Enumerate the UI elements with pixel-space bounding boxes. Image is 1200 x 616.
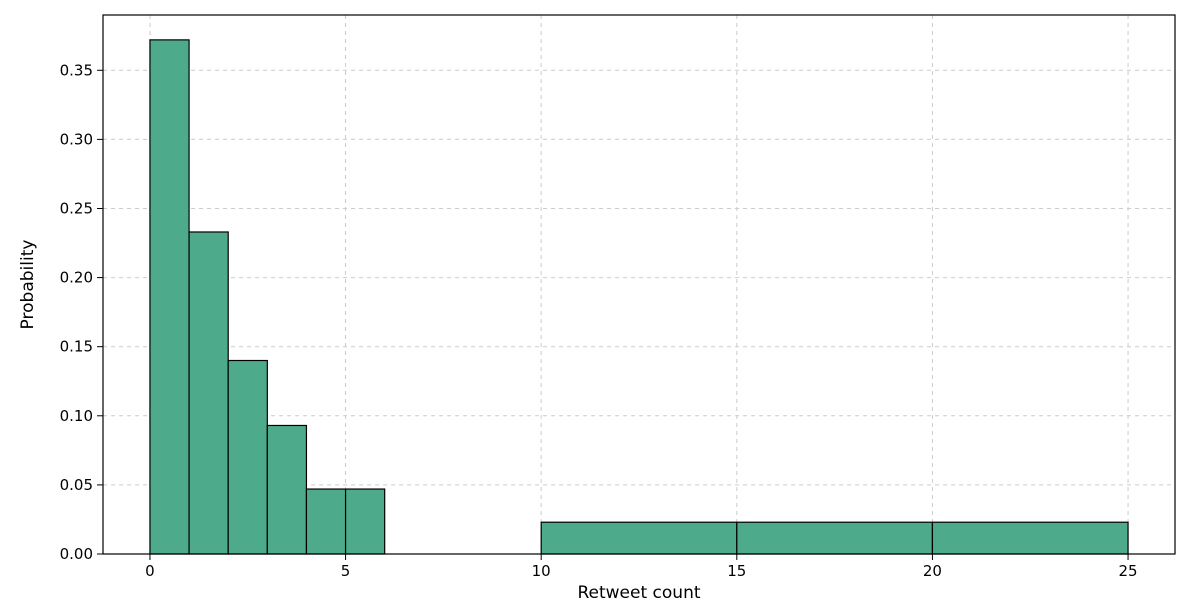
y-tick-label: 0.10 bbox=[60, 407, 93, 425]
histogram-bar bbox=[306, 489, 345, 554]
histogram-bar bbox=[346, 489, 385, 554]
histogram-bar bbox=[267, 425, 306, 554]
y-tick-label: 0.30 bbox=[60, 130, 93, 148]
x-tick-label: 15 bbox=[727, 562, 746, 580]
histogram-bar bbox=[189, 232, 228, 554]
histogram-bar bbox=[541, 522, 737, 554]
x-tick-label: 0 bbox=[145, 562, 155, 580]
x-tick-label: 20 bbox=[923, 562, 942, 580]
histogram-bar bbox=[932, 522, 1128, 554]
y-tick-label: 0.15 bbox=[60, 338, 93, 356]
x-tick-label: 25 bbox=[1119, 562, 1138, 580]
y-tick-label: 0.00 bbox=[60, 545, 93, 563]
x-axis-label: Retweet count bbox=[577, 583, 700, 603]
y-tick-label: 0.35 bbox=[60, 61, 93, 79]
chart-svg: 0 5 10 15 20 25 0.00 0.05 0.10 0.15 0.20 0.25 0.30 0.… bbox=[0, 0, 1200, 616]
x-tick-label: 5 bbox=[341, 562, 351, 580]
y-axis-label: Probability bbox=[18, 240, 38, 330]
x-tick-label: 10 bbox=[532, 562, 551, 580]
y-tick-label: 0.05 bbox=[60, 476, 93, 494]
histogram-bar bbox=[228, 361, 267, 554]
histogram-bar bbox=[737, 522, 933, 554]
histogram-bar bbox=[150, 40, 189, 554]
y-tick-label: 0.20 bbox=[60, 269, 93, 287]
y-tick-label: 0.25 bbox=[60, 199, 93, 217]
histogram-chart: 0 5 10 15 20 25 0.00 0.05 0.10 0.15 0.20 0.25 0.30 0.… bbox=[0, 0, 1200, 616]
